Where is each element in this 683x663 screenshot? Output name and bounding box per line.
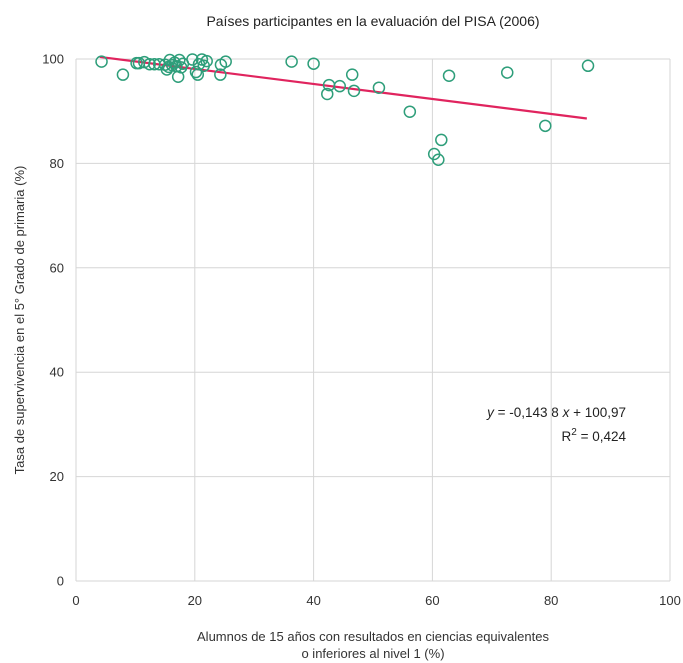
data-point bbox=[143, 57, 156, 71]
equation-slope: = -0,143 8 bbox=[494, 405, 563, 420]
trendline-equation: y = -0,143 8 x + 100,97 bbox=[486, 405, 626, 420]
data-point bbox=[435, 133, 448, 147]
data-point bbox=[347, 84, 361, 98]
data-point bbox=[214, 68, 227, 81]
data-point bbox=[173, 53, 186, 67]
x-tick-label: 20 bbox=[188, 593, 202, 608]
y-axis-label: Tasa de supervivencia en el 5° Grado de … bbox=[12, 166, 27, 475]
data-point bbox=[372, 81, 386, 94]
x-axis-label-line2: o inferiores al nivel 1 (%) bbox=[301, 646, 444, 661]
r2-value: = 0,424 bbox=[577, 429, 627, 444]
x-tick-label: 40 bbox=[306, 593, 320, 608]
r2-symbol: R bbox=[562, 429, 572, 444]
data-point bbox=[285, 55, 298, 68]
data-point bbox=[539, 119, 552, 133]
x-axis-label-line1: Alumnos de 15 años con resultados en cie… bbox=[197, 629, 549, 644]
data-point bbox=[333, 79, 346, 93]
y-tick-label: 0 bbox=[57, 574, 64, 589]
x-tick-label: 80 bbox=[544, 593, 558, 608]
y-axis-ticks: 0 20 40 60 80 100 bbox=[42, 52, 64, 589]
equation-intercept: + 100,97 bbox=[569, 405, 626, 420]
chart-title: Países participantes en la evaluación de… bbox=[206, 13, 539, 29]
r2-superscript: 2 bbox=[571, 427, 577, 438]
grid-lines bbox=[75, 58, 671, 582]
data-point bbox=[345, 68, 359, 81]
data-point bbox=[442, 69, 456, 82]
trendline bbox=[99, 55, 587, 120]
data-point bbox=[432, 153, 445, 166]
y-tick-label: 100 bbox=[42, 52, 64, 67]
data-point bbox=[403, 105, 417, 118]
data-points bbox=[95, 53, 595, 166]
data-point bbox=[500, 66, 514, 79]
data-point bbox=[321, 87, 334, 101]
data-point bbox=[581, 59, 595, 73]
data-point bbox=[189, 65, 203, 79]
equation-x-symbol: x bbox=[562, 405, 571, 420]
data-point bbox=[307, 57, 320, 70]
y-tick-label: 80 bbox=[50, 156, 64, 171]
x-tick-label: 60 bbox=[425, 593, 439, 608]
y-tick-label: 20 bbox=[50, 469, 64, 484]
data-point bbox=[116, 68, 130, 81]
equation-y-symbol: y bbox=[486, 405, 495, 420]
x-tick-label: 100 bbox=[659, 593, 681, 608]
data-point bbox=[200, 54, 213, 68]
x-tick-label: 0 bbox=[72, 593, 79, 608]
x-axis-ticks: 0 20 40 60 80 100 bbox=[72, 593, 680, 608]
trendline-group bbox=[99, 55, 587, 120]
y-tick-label: 60 bbox=[50, 260, 64, 275]
data-point bbox=[95, 55, 108, 68]
y-tick-label: 40 bbox=[50, 365, 64, 380]
data-point bbox=[219, 55, 232, 68]
r-squared-label: R2 = 0,424 bbox=[562, 427, 627, 444]
